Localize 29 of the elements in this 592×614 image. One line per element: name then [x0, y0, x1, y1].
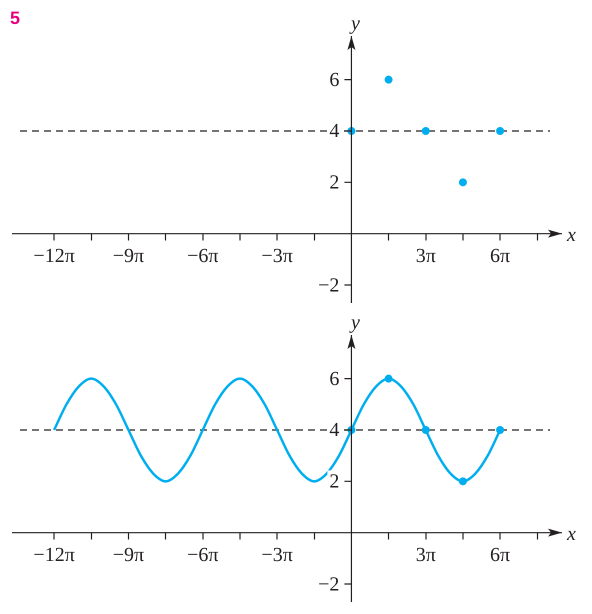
y-tick-label: −2: [318, 274, 340, 296]
y-tick-label: 4: [329, 419, 340, 442]
x-tick-label: 3π: [416, 244, 436, 267]
x-tick-label: −12π: [33, 244, 75, 267]
point: [422, 126, 430, 135]
y-axis-title: y: [348, 12, 360, 34]
y-tick-label: −2: [318, 573, 340, 596]
text: 5: [10, 8, 20, 28]
x-tick-label: 6π: [490, 244, 510, 267]
y-tick-label: 6: [329, 68, 340, 91]
y-tick-label: 2: [329, 172, 340, 194]
x-tick-label: −9π: [112, 244, 144, 267]
y-tick-label: 2: [329, 470, 340, 493]
x-tick-label: −3π: [261, 244, 293, 267]
x-tick-label: 3π: [416, 544, 436, 566]
x-tick-label: 6π: [490, 544, 510, 566]
point: [496, 126, 504, 135]
x-tick-label: −6π: [187, 544, 218, 566]
x-axis-title: x: [566, 522, 576, 545]
y-axis-title: y: [348, 311, 360, 334]
point: [458, 178, 467, 186]
x-tick-label: −9π: [112, 544, 144, 566]
y-tick-label: 4: [329, 120, 340, 142]
x-tick-label: −6π: [187, 244, 218, 267]
y-tick-label: 6: [329, 368, 340, 390]
x-axis-title: x: [566, 224, 576, 246]
x-tick-label: −12π: [33, 544, 75, 566]
x-tick-label: −3π: [261, 544, 293, 566]
point: [384, 76, 393, 84]
